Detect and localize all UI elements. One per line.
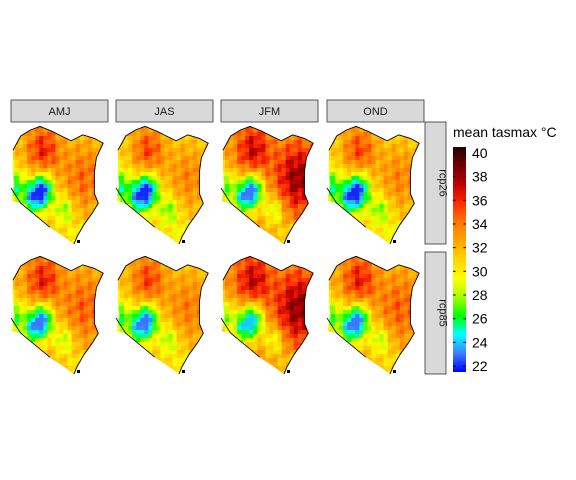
colorbar: [453, 147, 466, 372]
island-marker: [77, 240, 80, 243]
map-cells: [327, 256, 420, 375]
column-strip: [220, 99, 319, 123]
island-marker: [77, 370, 80, 373]
legend-title: mean tasmax °C: [453, 124, 557, 140]
colorbar-tick-label: 38: [472, 169, 488, 185]
colorbar-tick-label: 40: [472, 145, 488, 161]
country-border: [328, 255, 420, 375]
island-marker: [182, 240, 185, 243]
column-strips: AMJ JAS JFM OND: [10, 99, 425, 123]
lake-coast: [115, 187, 156, 228]
map-panel: [10, 125, 104, 245]
map-panel: [326, 125, 420, 245]
column-strip: [10, 99, 109, 123]
row-strips: rcp26 rcp85: [424, 121, 449, 375]
map-panel: [115, 255, 209, 375]
map-panel: [115, 125, 209, 245]
map-cells: [11, 126, 104, 245]
map-panel: [10, 255, 104, 375]
colorbar-tick-label: 26: [472, 311, 488, 327]
map-cells: [327, 126, 420, 245]
colorbar-legend: mean tasmax °C 40 38 36 34 32 30 28 26 24 22: [453, 124, 557, 374]
map-cells: [116, 126, 209, 245]
colorbar-tick-label: 22: [472, 358, 488, 374]
country-border: [222, 125, 314, 245]
column-strip-label: JFM: [259, 106, 280, 118]
colorbar-tick-label: 34: [472, 216, 488, 232]
island-marker: [393, 370, 396, 373]
column-strip-label: OND: [363, 106, 388, 118]
lake-coast: [10, 317, 51, 358]
map-panel: [220, 125, 314, 245]
colorbar-tick-label: 28: [472, 287, 488, 303]
map-cells: [11, 256, 104, 375]
island-marker: [287, 240, 290, 243]
map-panel: [326, 255, 420, 375]
island-marker: [287, 370, 290, 373]
country-border: [328, 125, 420, 245]
lake-coast: [115, 317, 156, 358]
column-strip: [115, 99, 214, 123]
country-border: [222, 255, 314, 375]
map-panel: [220, 255, 314, 375]
colorbar-tick-label: 32: [472, 240, 488, 256]
lake-coast: [326, 317, 367, 358]
lake-coast: [220, 187, 261, 228]
colorbar-tick-label: 36: [472, 192, 488, 208]
map-panels: [10, 125, 420, 375]
row-strip: [424, 121, 447, 245]
column-strip-label: JAS: [154, 106, 174, 118]
island-marker: [182, 370, 185, 373]
lake-coast: [326, 187, 367, 228]
row-strip-label: rcp85: [437, 299, 449, 327]
country-border: [12, 125, 104, 245]
colorbar-ticks: 40 38 36 34 32 30 28 26 24 22: [453, 145, 488, 374]
map-cells: [221, 256, 314, 375]
lake-coast: [10, 187, 51, 228]
column-strip-label: AMJ: [49, 106, 71, 118]
colorbar-tick-label: 24: [472, 334, 488, 350]
lake-coast: [220, 317, 261, 358]
map-cells: [221, 126, 314, 245]
country-border: [12, 255, 104, 375]
row-strip: [424, 251, 447, 375]
country-border: [117, 125, 209, 245]
column-strip: [326, 99, 425, 123]
row-strip-label: rcp26: [437, 169, 449, 197]
country-border: [117, 255, 209, 375]
island-marker: [393, 240, 396, 243]
map-cells: [116, 256, 209, 375]
colorbar-tick-label: 30: [472, 263, 488, 279]
